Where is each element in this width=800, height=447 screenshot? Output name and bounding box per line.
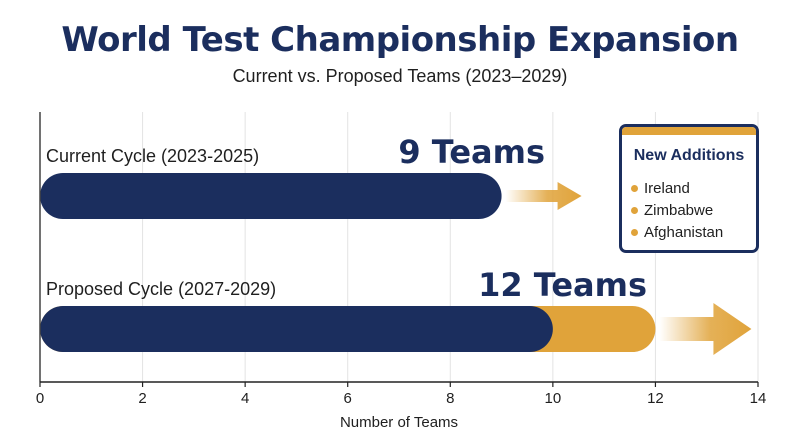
new-additions-legend: New Additions Ireland Zimbabwe Afghanist… [619,124,759,253]
x-tick-label: 0 [36,390,44,407]
x-tick-label: 14 [750,390,767,407]
legend-title: New Additions [633,147,745,164]
x-axis-label: Number of Teams [340,414,458,431]
bar-value-label: 9 Teams [398,133,545,171]
x-tick-label: 6 [344,390,352,407]
category-label: Proposed Cycle (2027-2029) [46,279,276,299]
x-tick-label: 8 [446,390,454,407]
legend-accent-band [622,127,756,135]
legend-list: Ireland Zimbabwe Afghanistan [631,177,723,243]
bullet-dot-icon [631,184,638,192]
chart-subtitle: Current vs. Proposed Teams (2023–2029) [232,66,568,86]
bullet-dot-icon [631,228,638,236]
growth-arrow-icon [505,182,582,210]
bullet-dot-icon [631,206,638,214]
x-tick-label: 4 [241,390,249,407]
legend-item: Zimbabwe [631,199,723,221]
x-tick-label: 2 [138,390,146,407]
legend-item: Afghanistan [631,221,723,243]
growth-arrow-icon [659,303,752,355]
legend-item-label: Ireland [644,179,690,197]
bar-segment-existing-teams [40,173,502,219]
x-tick-label: 10 [545,390,562,407]
legend-item-label: Afghanistan [644,223,724,241]
category-label: Current Cycle (2023-2025) [46,146,259,166]
x-tick-label: 12 [647,390,664,407]
chart-title: World Test Championship Expansion [61,20,739,60]
bar-value-label: 12 Teams [478,266,647,304]
legend-item: Ireland [631,177,723,199]
bar-segment-existing-teams [40,306,553,352]
legend-item-label: Zimbabwe [644,201,714,219]
